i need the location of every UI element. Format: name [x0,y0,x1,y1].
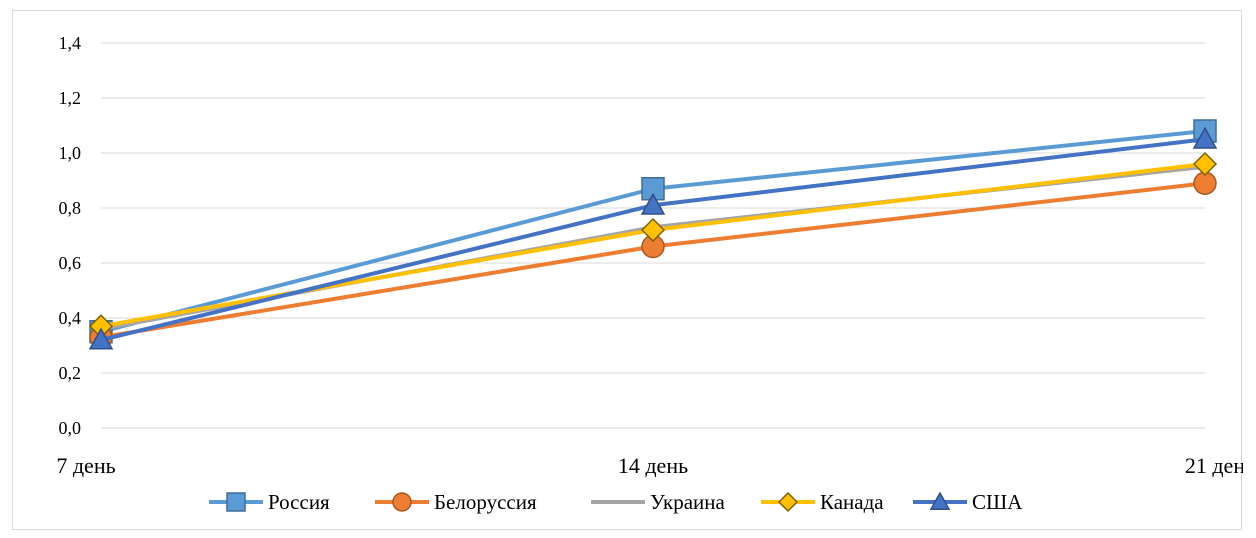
chart-frame: 0,0 0,2 0,4 0,6 0,8 1,0 1,2 1,4 7 день 14 день 21… [12,10,1255,530]
data-point [1192,126,1218,149]
legend-item: Канада [761,490,884,514]
legend-label: США [972,490,1023,514]
legend-label: Россия [268,490,330,514]
legend-item: Белоруссия [375,490,537,514]
data-point [640,217,666,243]
x-tick-label: 21 день [1185,453,1243,478]
line-chart: 0,0 0,2 0,4 0,6 0,8 1,0 1,2 1,4 7 день 14 день 21… [56,33,1255,514]
y-tick-label: 0,8 [59,198,82,218]
y-tick-label: 0,4 [59,308,82,328]
series-4 [88,126,1218,350]
x-tick-label: 14 день [618,453,688,478]
data-point [640,192,666,215]
legend-item: США [913,490,1023,514]
y-tick-label: 1,2 [59,88,82,108]
legend-label: Канада [820,490,884,514]
y-tick-label: 0,6 [59,253,82,273]
legend-swatch-marker [777,491,799,513]
legend-label: Белоруссия [434,490,537,514]
series-layer [88,119,1218,350]
legend-item: Украина [591,490,726,514]
legend: Россия Белоруссия Украина Канада США [209,490,1023,514]
x-axis-ticks: 7 день 14 день 21 день [56,453,1255,478]
data-point [1192,151,1218,177]
y-tick-label: 0,2 [59,363,82,383]
legend-label: Украина [650,490,726,514]
y-tick-label: 1,0 [59,143,82,163]
y-tick-label: 0,0 [59,418,82,438]
x-tick-label: 7 день [56,453,115,478]
legend-swatch-marker [392,492,412,512]
legend-swatch-marker [226,492,246,512]
legend-swatch-marker [929,491,951,510]
y-tick-label: 1,4 [59,33,82,53]
data-point [88,327,114,350]
legend-item: Россия [209,490,330,514]
y-axis-ticks: 0,0 0,2 0,4 0,6 0,8 1,0 1,2 1,4 [59,33,82,438]
